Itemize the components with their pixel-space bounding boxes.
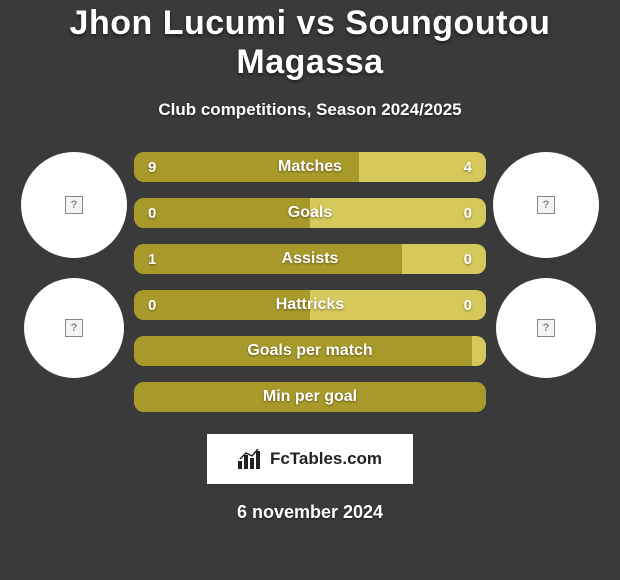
brand-text: FcTables.com bbox=[270, 449, 382, 469]
club-right-avatar bbox=[496, 278, 596, 378]
stat-value-left: 9 bbox=[148, 159, 156, 176]
stat-row: 0 0 Goals bbox=[134, 198, 486, 228]
broken-image-icon bbox=[65, 319, 83, 337]
broken-image-icon bbox=[537, 196, 555, 214]
stat-row: 1 0 Assists bbox=[134, 244, 486, 274]
left-avatars bbox=[14, 152, 134, 378]
stat-row: 0 0 Hattricks bbox=[134, 290, 486, 320]
stat-label: Min per goal bbox=[263, 388, 357, 406]
subtitle: Club competitions, Season 2024/2025 bbox=[0, 100, 620, 120]
broken-image-icon bbox=[65, 196, 83, 214]
comparison-card: Jhon Lucumi vs Soungoutou Magassa Club c… bbox=[0, 0, 620, 580]
stat-value-right: 0 bbox=[464, 205, 472, 222]
stat-value-right: 4 bbox=[464, 159, 472, 176]
stat-value-right: 0 bbox=[464, 297, 472, 314]
stat-label: Goals per match bbox=[247, 342, 372, 360]
right-avatars bbox=[486, 152, 606, 378]
stat-label: Goals bbox=[288, 204, 332, 222]
stat-value-left: 0 bbox=[148, 297, 156, 314]
player-right-avatar bbox=[493, 152, 599, 258]
stat-value-right: 0 bbox=[464, 251, 472, 268]
brand-logo-icon bbox=[238, 449, 264, 469]
stat-label: Matches bbox=[278, 158, 342, 176]
page-title: Jhon Lucumi vs Soungoutou Magassa bbox=[0, 4, 620, 82]
date-label: 6 november 2024 bbox=[0, 502, 620, 523]
stat-row: 9 4 Matches bbox=[134, 152, 486, 182]
stat-bars: 9 4 Matches 0 0 Goals 1 0 Assists 0 0 Hattricks Goal… bbox=[134, 152, 486, 428]
stat-row: Min per goal bbox=[134, 382, 486, 412]
broken-image-icon bbox=[537, 319, 555, 337]
stat-row: Goals per match bbox=[134, 336, 486, 366]
stat-label: Hattricks bbox=[276, 296, 344, 314]
player-left-avatar bbox=[21, 152, 127, 258]
stat-value-left: 1 bbox=[148, 251, 156, 268]
brand-badge: FcTables.com bbox=[207, 434, 413, 484]
stat-value-left: 0 bbox=[148, 205, 156, 222]
club-left-avatar bbox=[24, 278, 124, 378]
comparison-body: 9 4 Matches 0 0 Goals 1 0 Assists 0 0 Hattricks Goal… bbox=[0, 152, 620, 428]
stat-label: Assists bbox=[282, 250, 339, 268]
